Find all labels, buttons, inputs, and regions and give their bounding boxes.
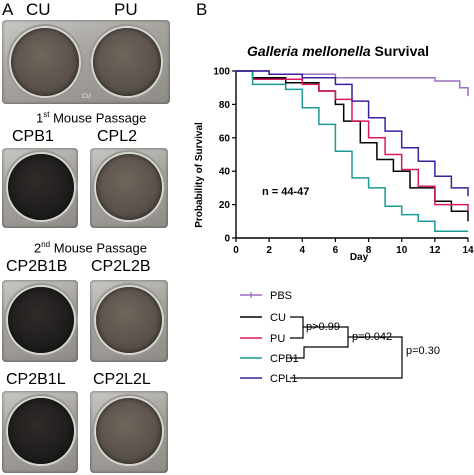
- bracket-cpb1: [290, 326, 349, 359]
- label-cp2b1l: CP2B1L: [6, 371, 66, 388]
- passage1-title: 1st Mouse Passage: [36, 110, 147, 126]
- y-tick-label: 60: [219, 133, 231, 144]
- panel-a-letter: A: [2, 0, 14, 19]
- y-tick-label: 80: [219, 100, 231, 111]
- x-tick-label: 0: [233, 245, 239, 256]
- legend-label-cpb1: CPB1: [270, 353, 299, 365]
- x-tick-label: 6: [333, 245, 339, 256]
- well-cp2b1b: [8, 287, 74, 353]
- bracket-cpl1: [290, 336, 403, 379]
- label-pu: PU: [114, 0, 138, 19]
- axis-ticks: 0 2 4 6 8 10 12 14 0 20 40 60 80 100: [213, 67, 474, 257]
- plate-cp2b1b: [2, 280, 78, 362]
- legend-entry-cpb1: CPB1: [240, 353, 299, 365]
- series-line-pu: [236, 70, 469, 212]
- x-tick-label: 10: [396, 245, 408, 256]
- y-tick-label: 100: [213, 67, 230, 78]
- chart-title: Galleria mellonella Survival: [247, 43, 429, 59]
- legend-entry-pbs: PBS: [240, 290, 292, 302]
- legend-label-pbs: PBS: [270, 290, 292, 302]
- label-cp2b1b: CP2B1B: [6, 258, 68, 275]
- well-cu: [11, 28, 79, 96]
- x-tick-label: 4: [300, 245, 306, 256]
- well-pu: [93, 28, 161, 96]
- legend-entry-cu: CU: [240, 312, 286, 324]
- plate-cpl2: [90, 148, 168, 228]
- series-group: [236, 70, 469, 233]
- well-cp2l2l: [96, 398, 162, 464]
- plate-cp2l2b: [90, 280, 168, 362]
- series-line-cpl1: [236, 70, 469, 197]
- passage2-title: 2nd Mouse Passage: [34, 240, 147, 256]
- legend-entry-cpl1: CPL1: [240, 373, 298, 385]
- plate-cp2b1l: [2, 391, 78, 473]
- y-tick-label: 0: [224, 234, 230, 245]
- y-tick-label: 40: [219, 167, 231, 178]
- survival-chart: Galleria mellonella Survival Probability…: [194, 43, 474, 263]
- y-tick-label: 20: [219, 200, 231, 211]
- label-cu: CU: [26, 0, 51, 19]
- x-tick-label: 12: [429, 245, 441, 256]
- well-cp2b1l: [8, 398, 74, 464]
- plate-cpb1: [2, 148, 78, 228]
- x-tick-label: 14: [462, 245, 474, 256]
- x-tick-label: 8: [366, 245, 372, 256]
- well-cpl2: [96, 154, 162, 220]
- legend-entry-pu: PU: [240, 333, 285, 345]
- label-cpl2: CPL2: [97, 128, 138, 145]
- y-axis-label: Probability of Survival: [194, 122, 205, 228]
- legend-label-pu: PU: [270, 333, 285, 345]
- x-axis-label: Day: [350, 252, 369, 263]
- legend-label-cu: CU: [270, 312, 286, 324]
- well-cp2l2b: [96, 287, 162, 353]
- plate-watermark: CU: [82, 94, 91, 100]
- label-cp2l2b: CP2L2B: [91, 258, 151, 275]
- plate-cp2l2l: [90, 391, 168, 473]
- panel-b-letter: B: [196, 0, 208, 19]
- comparison-cpl1: p=0.30: [406, 345, 440, 357]
- bracket-cu-pu: [290, 316, 304, 339]
- plate-cu-pu: CU: [2, 20, 170, 104]
- x-tick-label: 2: [266, 245, 272, 256]
- well-cpb1: [8, 154, 74, 220]
- legend-label-cpl1: CPL1: [270, 373, 298, 385]
- series-line-cpb1: [236, 70, 468, 233]
- legend: PBS CU PU CPB1 CPL1 p>0.99 p=0.042 p=0.3…: [240, 290, 440, 385]
- label-cpb1: CPB1: [12, 128, 54, 145]
- sample-size-annotation: n = 44-47: [262, 186, 309, 198]
- label-cp2l2l: CP2L2L: [93, 371, 151, 388]
